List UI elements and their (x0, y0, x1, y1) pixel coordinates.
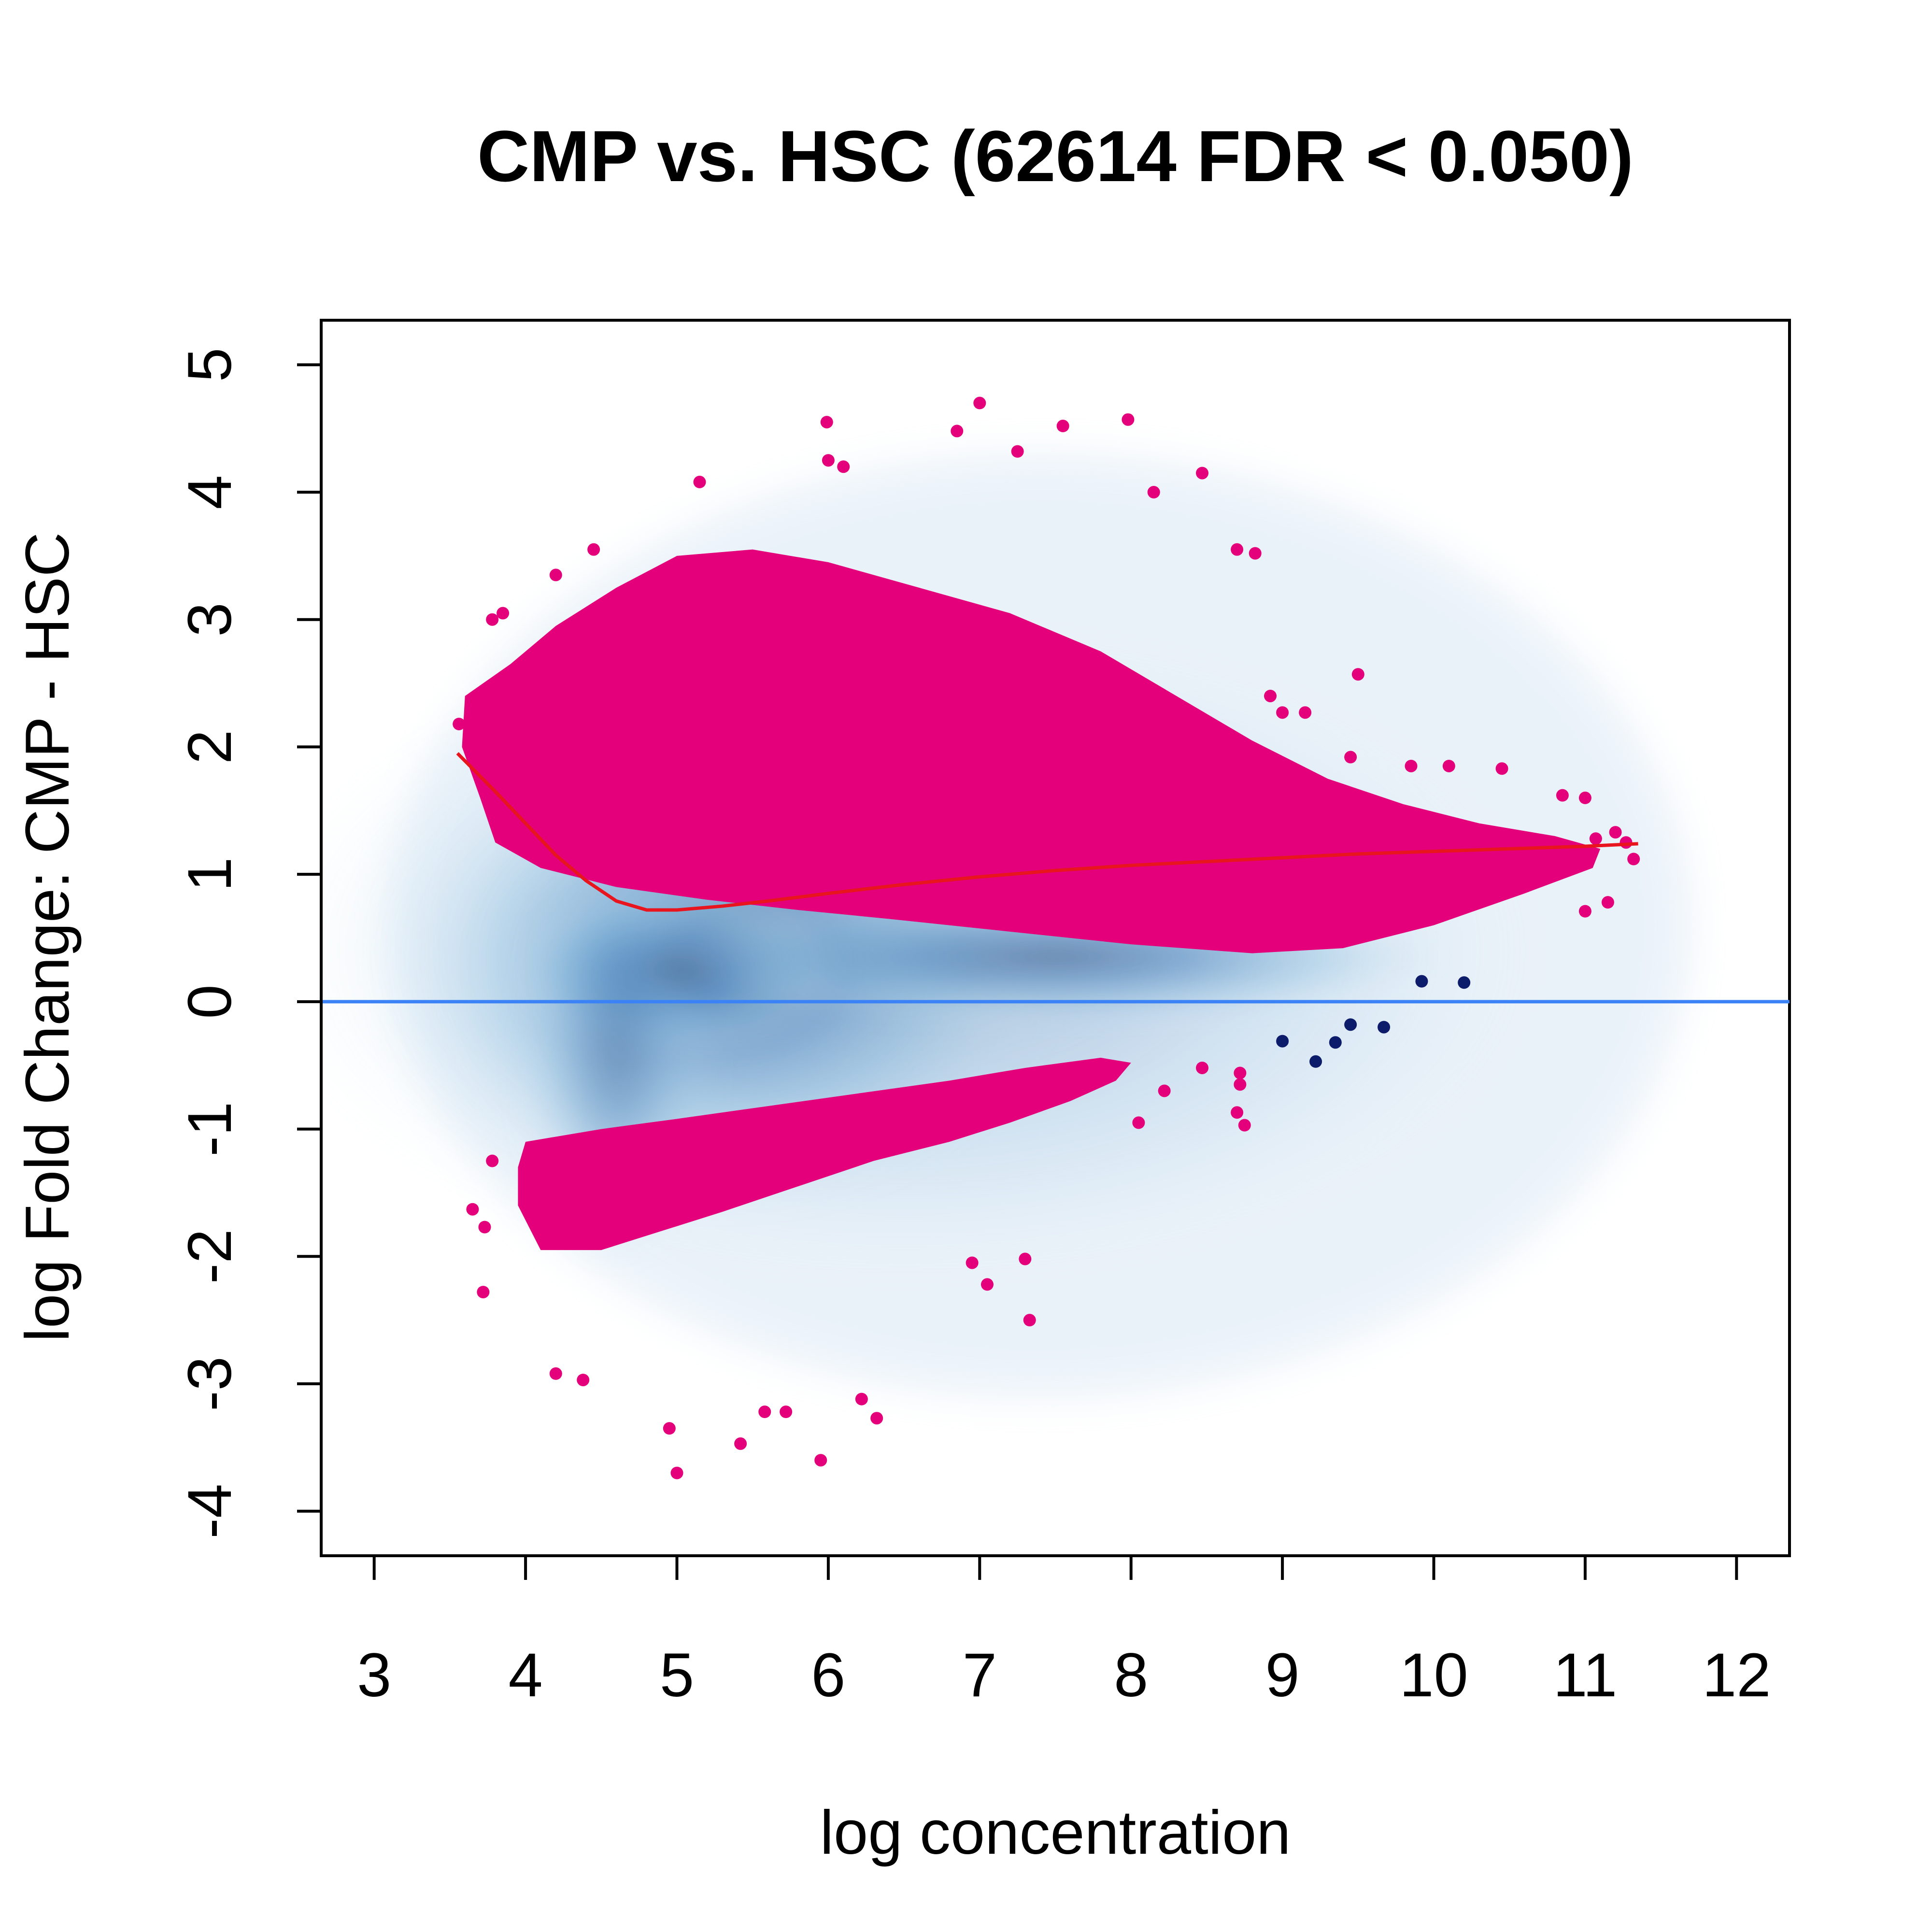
significant-point (758, 1406, 771, 1419)
significant-point (497, 607, 510, 620)
y-tick-label: 3 (175, 602, 244, 637)
significant-point (1196, 467, 1208, 480)
x-tick-label: 7 (963, 1641, 997, 1710)
significant-point (1556, 789, 1569, 802)
significant-point (1158, 1084, 1171, 1097)
plot-area (321, 397, 1790, 1479)
significant-point (663, 1422, 676, 1435)
x-tick-label: 10 (1399, 1641, 1468, 1710)
loess-curve (456, 752, 1638, 912)
chart-title: CMP vs. HSC (62614 FDR < 0.050) (477, 115, 1634, 197)
significant-point (1231, 1106, 1244, 1119)
significant-point (1264, 689, 1277, 702)
significant-point (1344, 751, 1357, 764)
significant-point (453, 717, 466, 730)
non-significant-point (1378, 1021, 1391, 1034)
significant-point (477, 1286, 490, 1299)
significant-point (1578, 905, 1591, 918)
significant-point (1405, 759, 1418, 772)
significant-point (549, 568, 562, 582)
x-tick-label: 4 (508, 1641, 542, 1710)
non-significant-point (1309, 1055, 1322, 1068)
significant-point (1578, 791, 1591, 804)
x-tick-label: 8 (1114, 1641, 1148, 1710)
y-tick-label: -4 (175, 1484, 244, 1539)
significant-point (855, 1392, 868, 1406)
significant-point (1147, 486, 1160, 499)
significant-point (1495, 762, 1508, 775)
significant-point (1234, 1066, 1247, 1080)
y-tick-label: -1 (175, 1102, 244, 1157)
significant-point (587, 543, 600, 556)
significant-down-region (518, 1057, 1131, 1250)
significant-point (973, 397, 986, 410)
x-axis-label: log concentration (820, 1798, 1291, 1867)
significant-point (1299, 706, 1312, 719)
significant-down-cloud (518, 1057, 1131, 1250)
significant-point (780, 1406, 793, 1419)
significant-point (670, 1466, 683, 1479)
y-tick-label: -3 (175, 1356, 244, 1411)
points-layer (453, 397, 1640, 1479)
significant-point (1627, 852, 1640, 866)
x-axis: 3 4 5 6 7 8 9 10 11 12 (357, 1554, 1771, 1710)
significant-point (1019, 1252, 1032, 1265)
non-significant-point (1329, 1036, 1342, 1049)
y-tick-label: 5 (175, 348, 244, 382)
non-significant-point (1276, 1035, 1289, 1048)
significant-point (1609, 826, 1622, 839)
significant-point (980, 1278, 994, 1291)
y-tick-label: 1 (175, 857, 244, 892)
x-tick-label: 11 (1553, 1641, 1617, 1710)
significant-point (486, 1154, 499, 1167)
significant-up-cloud (462, 549, 1601, 953)
significant-point (486, 613, 499, 626)
significant-point (1238, 1119, 1251, 1132)
significant-point (693, 475, 706, 488)
non-significant-point (1415, 975, 1428, 988)
non-significant-point (1458, 976, 1471, 989)
significant-point (1442, 759, 1455, 772)
y-tick-label: 0 (175, 984, 244, 1019)
significant-point (1196, 1061, 1208, 1074)
significant-point (822, 454, 835, 467)
y-tick-label: 4 (175, 475, 244, 509)
significant-point (1011, 445, 1024, 458)
significant-point (577, 1374, 590, 1387)
y-tick-label: -2 (175, 1229, 244, 1284)
x-tick-label: 12 (1702, 1641, 1771, 1710)
significant-point (870, 1412, 883, 1425)
significant-point (478, 1221, 491, 1234)
significant-point (734, 1437, 747, 1450)
significant-point (951, 425, 964, 438)
significant-point (1231, 543, 1244, 556)
non-significant-point (1344, 1018, 1357, 1031)
x-tick-label: 3 (357, 1641, 391, 1710)
y-axis-label: log Fold Change: CMP - HSC (13, 532, 82, 1342)
significant-point (1023, 1314, 1036, 1327)
significant-point (1132, 1116, 1145, 1129)
x-tick-label: 9 (1265, 1641, 1300, 1710)
significant-point (1589, 832, 1602, 845)
significant-point (549, 1367, 562, 1380)
significant-point (837, 460, 850, 473)
significant-up-region (462, 549, 1601, 953)
significant-point (1249, 547, 1262, 560)
significant-point (466, 1203, 479, 1216)
y-axis: -4 -3 -2 -1 0 1 2 3 4 5 (175, 348, 323, 1539)
significant-point (966, 1256, 979, 1269)
x-tick-label: 5 (660, 1641, 694, 1710)
x-tick-label: 6 (811, 1641, 845, 1710)
significant-point (1601, 896, 1614, 909)
significant-point (814, 1454, 827, 1467)
significant-point (1122, 413, 1135, 426)
significant-point (820, 415, 833, 428)
significant-point (1351, 668, 1364, 681)
significant-point (1056, 419, 1069, 432)
y-tick-label: 2 (175, 730, 244, 764)
significant-point (1276, 706, 1289, 719)
significant-point (1234, 1078, 1247, 1091)
